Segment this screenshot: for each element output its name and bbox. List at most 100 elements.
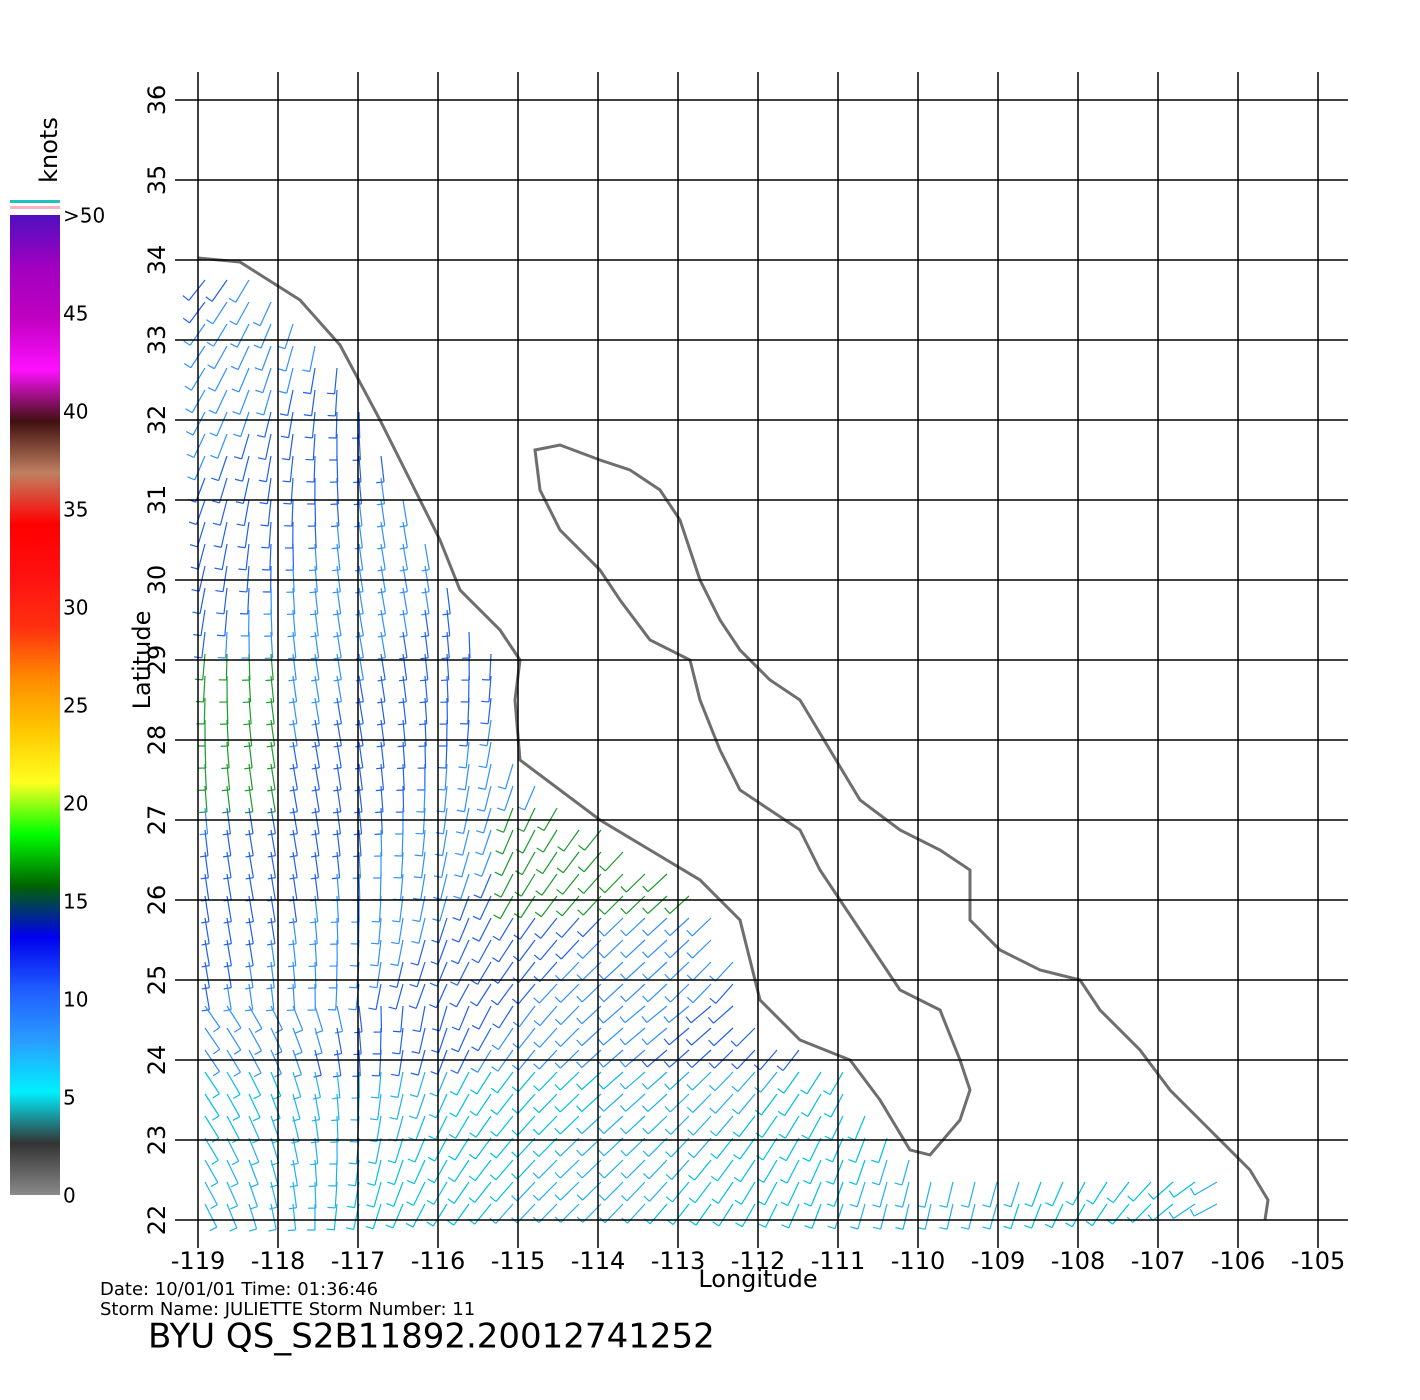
wind-barb [389, 961, 404, 988]
wind-barb [429, 961, 448, 987]
wind-barb [226, 1005, 242, 1033]
wind-barb [306, 455, 316, 483]
wind-barb [328, 961, 338, 989]
wind-barb [620, 1181, 646, 1202]
wind-barb [686, 1071, 712, 1091]
wind-barb [204, 1181, 218, 1210]
wind-barb [233, 433, 250, 460]
wind-barb [619, 1093, 646, 1112]
x-tick-label: -113 [651, 1247, 705, 1275]
wind-barb [554, 1159, 580, 1179]
wind-barb [376, 741, 385, 770]
wind-barb [620, 1159, 646, 1179]
wind-barb [619, 1071, 646, 1090]
wind-barb [803, 1181, 822, 1207]
x-tick-label: -106 [1211, 1247, 1265, 1275]
wind-barb [373, 851, 382, 879]
wind-barb [278, 345, 294, 372]
wind-barb [197, 741, 207, 769]
wind-barb [241, 631, 250, 659]
wind-barb [449, 1093, 470, 1118]
wind-barb [620, 917, 646, 937]
wind-barb [598, 939, 624, 959]
wind-barb [409, 1071, 426, 1098]
wind-barb [411, 1027, 426, 1054]
wind-barb [204, 1137, 219, 1165]
coastline [197, 256, 1270, 1221]
wind-barb [686, 961, 712, 981]
wind-barb [328, 1159, 338, 1187]
wind-barb [620, 939, 646, 959]
wind-barb [495, 829, 514, 855]
wind-barb [513, 917, 536, 940]
wind-barb [254, 345, 272, 371]
wind-barb [226, 1181, 239, 1210]
wind-barb [708, 1027, 734, 1047]
wind-barb [406, 1159, 426, 1185]
wind-barb [533, 983, 558, 1004]
wind-barb [451, 917, 470, 943]
x-tick-label: -118 [251, 1247, 305, 1275]
wind-barb [490, 1115, 514, 1137]
wind-barb [309, 565, 318, 594]
wind-barb [554, 1093, 580, 1113]
colorbar-tick-label: 10 [63, 988, 88, 1012]
wind-barb [871, 1159, 888, 1186]
wind-barb [476, 785, 492, 812]
wind-barb [204, 1159, 219, 1187]
wind-barb [460, 675, 470, 703]
wind-barb [554, 1115, 580, 1135]
wind-barb [823, 1071, 844, 1096]
wind-barb [234, 455, 250, 482]
title: BYU QS_S2B11892.20012741252 [148, 1317, 715, 1357]
wind-barb [186, 433, 206, 459]
wind-barb [470, 983, 492, 1007]
wind-barb [490, 1071, 514, 1094]
wind-barb [431, 1005, 448, 1032]
wind-barb [408, 1115, 426, 1141]
wind-barb [489, 1137, 514, 1159]
colorbar-tick-label: 35 [63, 498, 88, 522]
wind-barb [555, 939, 580, 960]
wind-barb [449, 983, 470, 1008]
wind-barb [332, 807, 342, 836]
wind-barb [373, 1005, 383, 1033]
wind-barb [420, 653, 429, 682]
wind-barb [731, 1071, 756, 1092]
wind-barb [290, 1137, 299, 1166]
wind-barb [685, 1027, 712, 1046]
wind-barb [208, 389, 228, 415]
wind-barb [1085, 1203, 1108, 1227]
wind-barb [642, 939, 668, 959]
wind-barb [619, 1027, 646, 1046]
wind-barb [709, 961, 734, 982]
wind-barb [1127, 1181, 1152, 1202]
wind-barb [709, 1115, 734, 1137]
wind-barb [469, 1115, 492, 1138]
wind-barb [532, 1137, 558, 1157]
wind-barb [410, 1049, 426, 1076]
colorbar-title: knots [35, 117, 63, 183]
wind-barb [256, 389, 272, 416]
wind-barb [232, 389, 250, 415]
wind-barb [243, 719, 253, 748]
wind-barb [248, 1137, 260, 1166]
wind-barb [512, 939, 536, 962]
wind-barb [642, 917, 668, 937]
wind-barb [497, 763, 514, 790]
wind-barb [331, 851, 341, 880]
wind-barb [410, 939, 426, 966]
wind-barb [597, 1071, 624, 1090]
wind-barb [248, 1005, 263, 1033]
wind-barb [515, 851, 536, 876]
wind-barb [192, 587, 206, 615]
wind-barb [777, 1093, 800, 1117]
wind-barb [226, 1049, 241, 1077]
wind-barb [663, 1005, 690, 1023]
wind-barb [200, 851, 209, 880]
wind-barb [620, 873, 646, 893]
wind-barb [288, 1181, 298, 1210]
wind-barb [733, 1159, 756, 1183]
wind-barb [407, 1137, 426, 1163]
wind-barb [457, 763, 470, 791]
